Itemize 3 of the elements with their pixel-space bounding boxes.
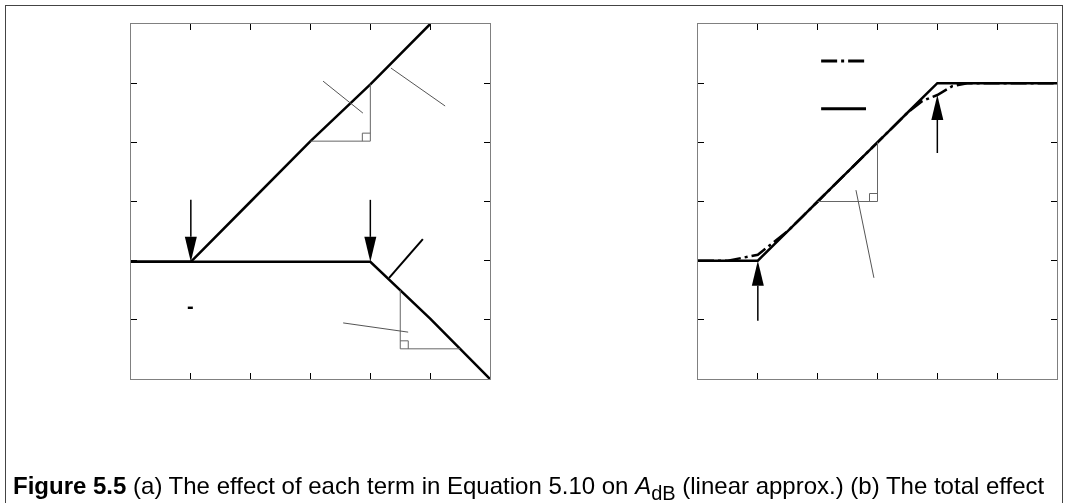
- text: (a) The effect of each term in Equation 5.10 on A$_{dB}$ (linear approx.) (b) The total effect: [133, 472, 1045, 503]
- annotation: -: [187, 295, 194, 317]
- caption: Figure 5.5: [13, 472, 127, 499]
